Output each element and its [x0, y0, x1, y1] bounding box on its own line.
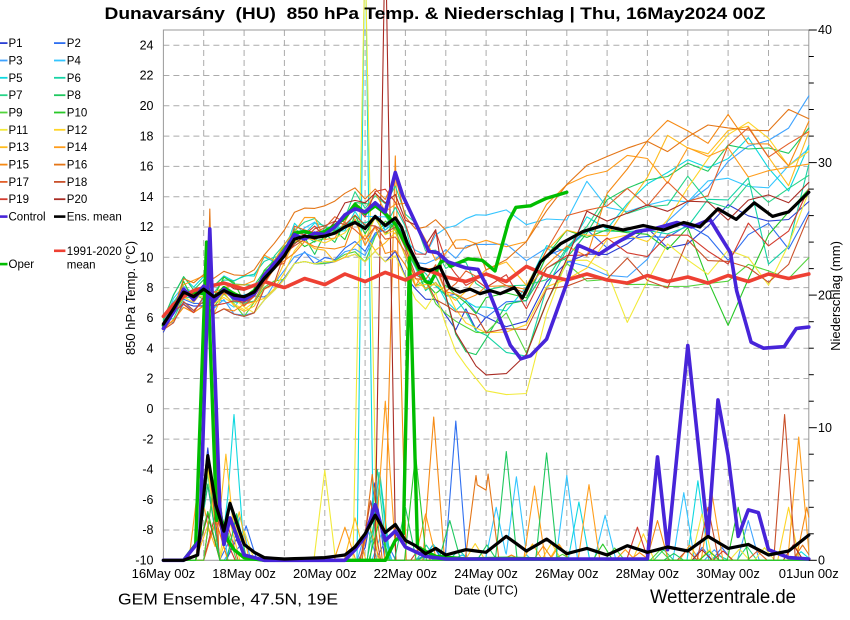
svg-text:GEM Ensemble, 47.5N, 19E: GEM Ensemble, 47.5N, 19E — [118, 592, 338, 609]
svg-text:Dunavarsány (HU) 850 hPa Tem: Dunavarsány (HU) 850 hPa Temp. & Nieders… — [105, 5, 766, 23]
svg-text:10: 10 — [818, 421, 832, 435]
svg-text:30: 30 — [818, 156, 832, 170]
svg-text:16May 00z: 16May 00z — [132, 566, 196, 581]
svg-text:20: 20 — [818, 288, 832, 302]
svg-text:01Jun 00z: 01Jun 00z — [779, 566, 839, 581]
svg-text:P15: P15 — [9, 160, 29, 172]
svg-text:850 hPa Temp. (°C): 850 hPa Temp. (°C) — [123, 241, 138, 355]
svg-text:P17: P17 — [9, 177, 29, 189]
svg-text:24: 24 — [140, 38, 154, 52]
svg-text:-10: -10 — [135, 554, 153, 568]
svg-text:0: 0 — [818, 554, 825, 568]
svg-text:1991-2020: 1991-2020 — [67, 246, 122, 258]
svg-text:16: 16 — [140, 160, 154, 174]
svg-text:Wetterzentrale.de: Wetterzentrale.de — [650, 587, 796, 608]
svg-text:P6: P6 — [67, 73, 81, 85]
svg-text:26May 00z: 26May 00z — [535, 566, 599, 581]
svg-text:P9: P9 — [9, 108, 23, 120]
svg-text:P1: P1 — [9, 38, 23, 50]
svg-text:P7: P7 — [9, 90, 23, 102]
svg-text:12: 12 — [140, 220, 154, 234]
svg-text:P3: P3 — [9, 56, 23, 68]
svg-text:P2: P2 — [67, 38, 81, 50]
svg-text:22: 22 — [140, 69, 154, 83]
svg-text:-2: -2 — [142, 432, 153, 446]
svg-text:P18: P18 — [67, 177, 87, 189]
svg-text:8: 8 — [147, 281, 154, 295]
svg-text:P4: P4 — [67, 56, 82, 68]
svg-text:Control: Control — [9, 212, 46, 224]
svg-text:14: 14 — [140, 190, 154, 204]
svg-text:22May 00z: 22May 00z — [374, 566, 438, 581]
svg-text:-6: -6 — [142, 493, 153, 507]
svg-text:P8: P8 — [67, 90, 81, 102]
svg-text:20: 20 — [140, 99, 154, 113]
svg-text:6: 6 — [147, 311, 154, 325]
svg-text:P12: P12 — [67, 125, 87, 137]
svg-text:10: 10 — [140, 251, 154, 265]
svg-text:28May 00z: 28May 00z — [616, 566, 680, 581]
svg-text:P14: P14 — [67, 142, 88, 154]
svg-text:2: 2 — [147, 372, 154, 386]
svg-text:30May 00z: 30May 00z — [696, 566, 760, 581]
svg-text:P5: P5 — [9, 73, 23, 85]
svg-text:Date (UTC): Date (UTC) — [454, 584, 518, 598]
svg-text:Oper: Oper — [9, 259, 35, 271]
svg-text:-8: -8 — [142, 523, 153, 537]
svg-text:Niederschlag (mm): Niederschlag (mm) — [828, 241, 843, 351]
svg-text:P19: P19 — [9, 194, 29, 206]
svg-text:0: 0 — [147, 402, 154, 416]
svg-text:4: 4 — [147, 341, 154, 355]
svg-text:P13: P13 — [9, 142, 29, 154]
svg-text:P11: P11 — [9, 125, 29, 137]
svg-text:P20: P20 — [67, 194, 87, 206]
svg-text:18: 18 — [140, 129, 154, 143]
svg-text:20May 00z: 20May 00z — [293, 566, 357, 581]
svg-text:18May 00z: 18May 00z — [212, 566, 276, 581]
svg-text:P10: P10 — [67, 108, 87, 120]
svg-text:40: 40 — [818, 23, 832, 37]
svg-text:-4: -4 — [142, 463, 153, 477]
svg-text:P16: P16 — [67, 160, 87, 172]
svg-text:mean: mean — [67, 259, 96, 271]
svg-text:Ens. mean: Ens. mean — [67, 212, 122, 224]
svg-text:24May 00z: 24May 00z — [454, 566, 518, 581]
